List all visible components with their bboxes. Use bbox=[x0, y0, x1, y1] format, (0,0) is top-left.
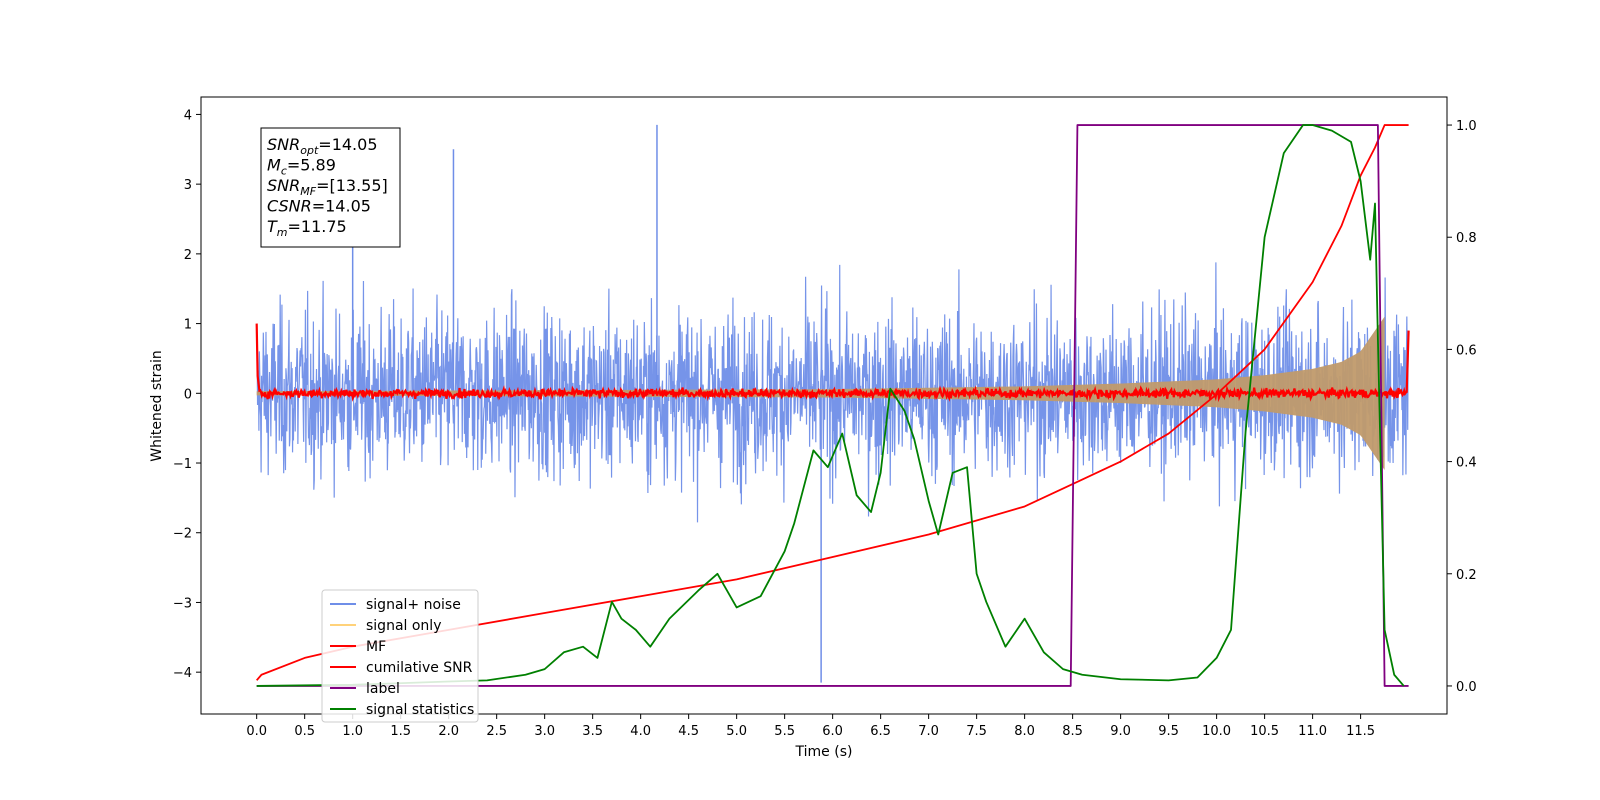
y-tick-label: 1 bbox=[184, 318, 192, 333]
y2-tick-label: 0.4 bbox=[1456, 456, 1477, 471]
label-series bbox=[256, 124, 1409, 687]
x-tick-label: 1.0 bbox=[342, 724, 363, 739]
annotation-box: SNRopt=14.05Mc=5.89SNRMF=[13.55]CSNR=14.… bbox=[260, 127, 401, 248]
y-axis-label: Whitened strain bbox=[149, 350, 165, 461]
x-tick-label: 8.5 bbox=[1062, 724, 1083, 739]
signal-statistics-series bbox=[256, 124, 1405, 687]
x-tick-label: 9.0 bbox=[1110, 724, 1131, 739]
y2-tick-label: 0.0 bbox=[1456, 680, 1477, 695]
x-tick-label: 11.0 bbox=[1298, 724, 1327, 739]
legend-label: signal only bbox=[366, 618, 441, 634]
annotation-line: Tm=11.75 bbox=[267, 217, 347, 239]
x-tick-label: 5.5 bbox=[774, 724, 795, 739]
y-tick-label: 0 bbox=[184, 387, 192, 402]
y-tick-label: −3 bbox=[173, 596, 192, 611]
annotation-line: Mc=5.89 bbox=[267, 156, 336, 178]
legend-label: MF bbox=[366, 639, 386, 655]
annotation-line: SNRMF=[13.55] bbox=[267, 176, 388, 198]
x-tick-label: 6.0 bbox=[822, 724, 843, 739]
annotation-line: SNRopt=14.05 bbox=[267, 135, 378, 157]
legend: signal+ noise signal only MF cumilative SNR… bbox=[321, 589, 479, 723]
y-tick-label: −4 bbox=[173, 666, 192, 681]
x-tick-label: 3.0 bbox=[534, 724, 555, 739]
x-tick-label: 9.5 bbox=[1158, 724, 1179, 739]
x-tick-label: 11.5 bbox=[1346, 724, 1375, 739]
x-tick-label: 3.5 bbox=[582, 724, 603, 739]
annotation-line: CSNR=14.05 bbox=[267, 197, 371, 216]
legend-label: signal+ noise bbox=[366, 597, 461, 613]
x-tick-label: 7.0 bbox=[918, 724, 939, 739]
legend-label: cumilative SNR bbox=[366, 660, 473, 676]
legend-label: signal statistics bbox=[366, 702, 474, 718]
x-tick-label: 2.0 bbox=[438, 724, 459, 739]
y-axis-left: −4 −3 −2 −1 0 1 2 3 4 bbox=[173, 108, 201, 681]
y-axis-right: 0.0 0.2 0.4 0.6 0.8 1.0 bbox=[1447, 119, 1477, 695]
y2-tick-label: 0.2 bbox=[1456, 568, 1477, 583]
x-tick-label: 7.5 bbox=[966, 724, 987, 739]
y2-tick-label: 0.8 bbox=[1456, 231, 1477, 246]
x-tick-label: 1.5 bbox=[390, 724, 411, 739]
y-tick-label: 4 bbox=[184, 108, 192, 123]
x-tick-label: 10.5 bbox=[1250, 724, 1279, 739]
x-tick-label: 2.5 bbox=[486, 724, 507, 739]
x-tick-label: 8.0 bbox=[1014, 724, 1035, 739]
y-tick-label: 3 bbox=[184, 178, 192, 193]
x-tick-label: 10.0 bbox=[1202, 724, 1231, 739]
y2-tick-label: 0.6 bbox=[1456, 343, 1477, 358]
x-tick-label: 4.5 bbox=[678, 724, 699, 739]
annotation-frame bbox=[260, 127, 401, 248]
y-tick-label: −2 bbox=[173, 527, 192, 542]
y2-tick-label: 1.0 bbox=[1456, 119, 1477, 134]
x-tick-label: 5.0 bbox=[726, 724, 747, 739]
x-tick-label: 0.5 bbox=[294, 724, 315, 739]
legend-frame bbox=[321, 589, 479, 723]
x-axis-label: Time (s) bbox=[795, 744, 853, 760]
x-tick-label: 0.0 bbox=[246, 724, 267, 739]
y-tick-label: 2 bbox=[184, 248, 192, 263]
axes-frame bbox=[200, 96, 1448, 715]
legend-label: label bbox=[366, 681, 400, 697]
x-axis: 0.0 0.5 1.0 1.5 2.0 2.5 3.0 3.5 4.0 4.5 5.0 5.5 6.0 6… bbox=[246, 714, 1375, 739]
y-tick-label: −1 bbox=[173, 457, 192, 472]
x-tick-label: 4.0 bbox=[630, 724, 651, 739]
x-tick-label: 6.5 bbox=[870, 724, 891, 739]
